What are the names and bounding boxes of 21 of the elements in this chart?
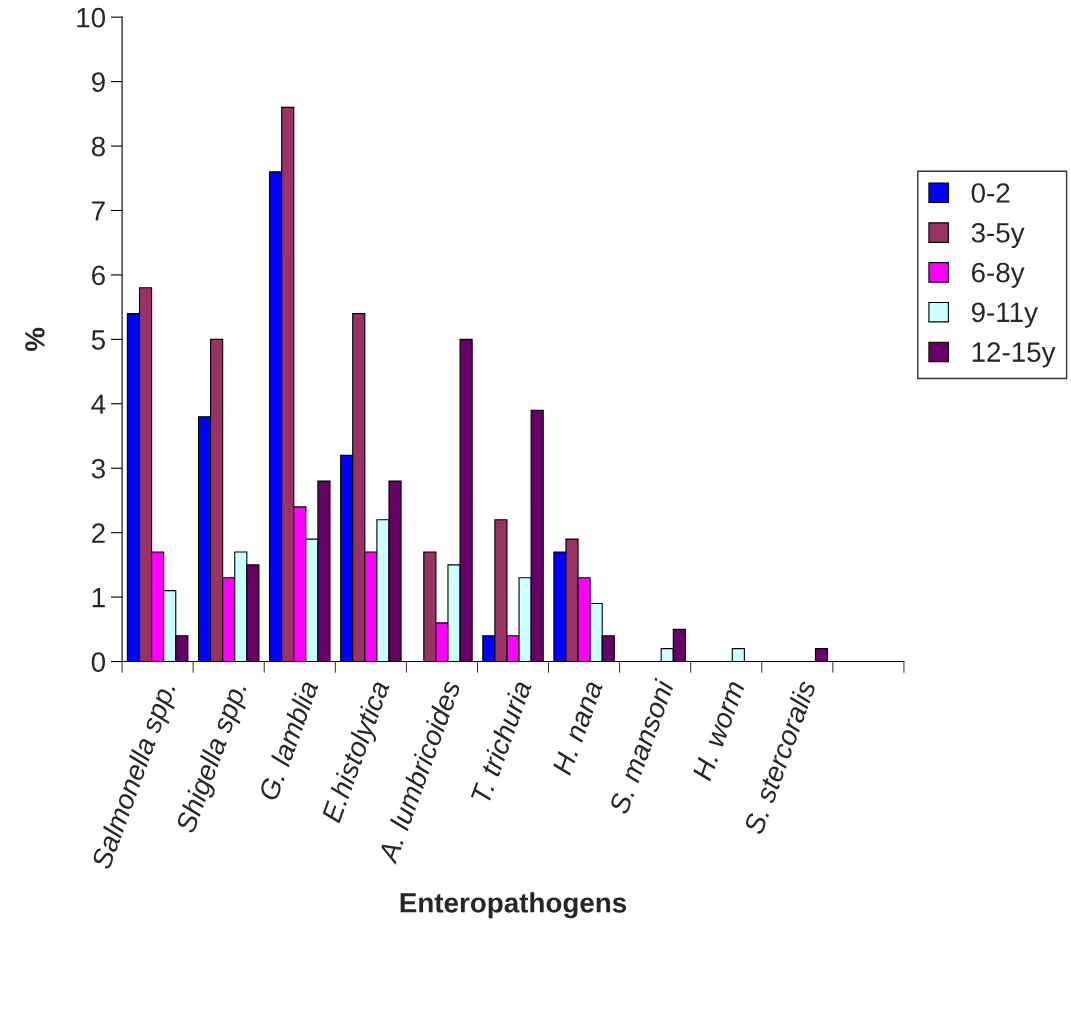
x-axis-title: Enteropathogens [400, 892, 627, 919]
y-tick-label: 1 [92, 588, 105, 608]
x-tick-label: H. nana [552, 679, 603, 776]
legend-label: 3-5y [971, 222, 1025, 249]
legend-label: 0-2 [971, 183, 1010, 203]
y-tick-label: 7 [92, 201, 105, 221]
y-tick-label: 8 [91, 136, 105, 157]
x-tick-label: H. worm [692, 679, 745, 782]
y-tick-label: 5 [91, 330, 105, 350]
y-tick-label: 3 [91, 458, 105, 479]
y-tick-label: 6 [92, 265, 105, 286]
legend-label: 12-15y [972, 342, 1056, 368]
x-tick-label: G. lamblia [257, 679, 319, 802]
y-tick-label: 4 [91, 394, 106, 414]
y-tick-label: 2 [92, 523, 105, 543]
legend-label: 9-11y [971, 302, 1038, 328]
y-tick-label: 0 [91, 652, 106, 672]
y-tick-label: 10 [77, 7, 106, 28]
legend-label: 6-8y [972, 262, 1025, 288]
y-tick-label: 9 [91, 72, 105, 92]
y-axis-title: % [25, 327, 45, 352]
